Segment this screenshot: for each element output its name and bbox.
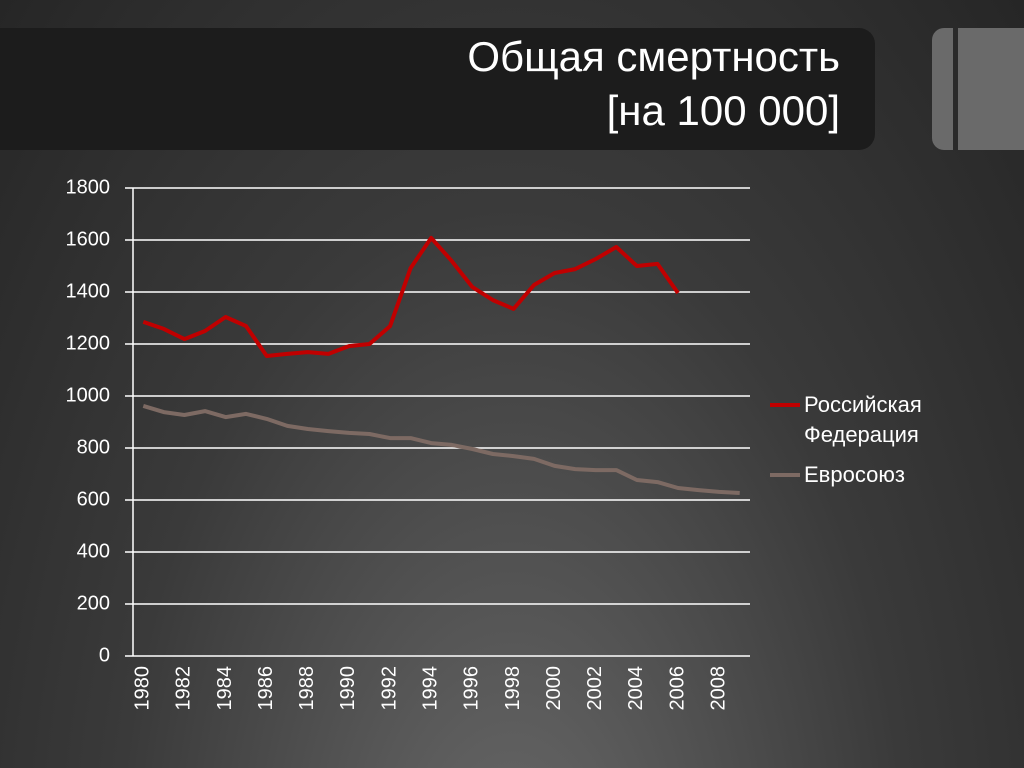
series-line bbox=[142, 403, 740, 495]
y-tick-label: 1600 bbox=[66, 228, 111, 250]
legend-swatch bbox=[770, 473, 800, 477]
legend-item: Евросоюз bbox=[770, 460, 990, 490]
y-tick-label: 1400 bbox=[66, 280, 111, 302]
chart-subtitle: [на 100 000] bbox=[607, 87, 840, 134]
y-tick-label: 1200 bbox=[66, 332, 111, 354]
y-tick-label: 400 bbox=[77, 540, 110, 562]
y-tick-label: 200 bbox=[77, 592, 110, 614]
decor bbox=[932, 28, 1024, 150]
legend-label: Евросоюз bbox=[804, 462, 905, 487]
x-tick-label: 1980 bbox=[132, 666, 154, 711]
x-tick-label: 1986 bbox=[255, 666, 277, 711]
x-tick-label: 1996 bbox=[461, 666, 483, 711]
x-tick-label: 1982 bbox=[173, 666, 195, 711]
y-tick-label: 600 bbox=[77, 488, 110, 510]
x-tick-label: 2008 bbox=[707, 666, 729, 711]
y-tick-label: 1800 bbox=[66, 176, 111, 198]
legend-item: Российская Федерация bbox=[770, 390, 990, 450]
x-tick-label: 2006 bbox=[666, 666, 688, 711]
chart-title: Общая смертность bbox=[467, 33, 840, 80]
y-tick-label: 1000 bbox=[66, 384, 111, 406]
legend-label: Российская Федерация bbox=[804, 392, 922, 447]
decor-line bbox=[953, 28, 958, 150]
legend: Российская Федерация Евросоюз bbox=[770, 390, 990, 500]
title-box bbox=[0, 28, 875, 150]
x-tick-label: 1984 bbox=[214, 666, 236, 711]
x-tick-label: 1998 bbox=[502, 666, 524, 711]
x-tick-label: 1990 bbox=[337, 666, 359, 711]
series-line bbox=[142, 235, 680, 358]
x-tick-label: 1988 bbox=[296, 666, 318, 711]
x-tick-label: 2004 bbox=[625, 666, 647, 711]
x-tick-label: 2002 bbox=[584, 666, 606, 711]
legend-swatch bbox=[770, 403, 800, 407]
x-tick-label: 2000 bbox=[543, 666, 565, 711]
y-tick-label: 0 bbox=[99, 644, 110, 666]
x-tick-label: 1994 bbox=[419, 666, 441, 711]
y-tick-label: 800 bbox=[77, 436, 110, 458]
x-tick-label: 1992 bbox=[378, 666, 400, 711]
